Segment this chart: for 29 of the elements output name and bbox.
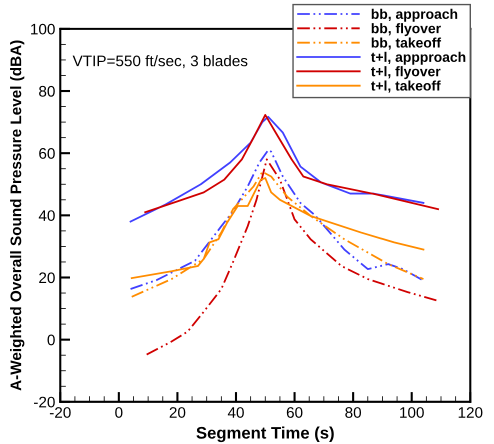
line-series xyxy=(146,158,439,356)
x-tick-label: 0 xyxy=(115,407,122,418)
legend-label: bb, approach xyxy=(372,8,458,22)
y-tick-label: -20 xyxy=(34,396,55,408)
y-tick-label: 60 xyxy=(39,148,55,159)
legend-label: bb, takeoff xyxy=(372,37,442,50)
legend-label: bb, flyover xyxy=(372,23,441,36)
line-series xyxy=(130,170,424,298)
legend-label: t+l, flyover xyxy=(370,66,440,80)
x-tick-label: 80 xyxy=(345,407,362,418)
annotation: VTIP=550 ft/sec, 3 blades xyxy=(72,55,248,68)
legend-label: t+l, takeoff xyxy=(370,80,441,93)
legend-label: t+l, appproach xyxy=(370,52,466,65)
x-tick-label: 100 xyxy=(400,407,424,418)
y-tick-label: 80 xyxy=(39,86,55,97)
x-tick-label: 20 xyxy=(170,407,186,418)
y-tick-label: 40 xyxy=(38,210,55,222)
y-axis-title: A-Weighted Overall Sound Pressure Level (dBA) xyxy=(10,40,24,391)
x-axis-title: Segment Time (s) xyxy=(196,426,334,442)
line-series xyxy=(130,116,424,222)
x-tick-label: 40 xyxy=(228,407,244,418)
line-series xyxy=(144,114,439,214)
y-tick-label: 0 xyxy=(48,334,55,346)
y-tick-label: 100 xyxy=(31,24,55,35)
x-tick-label: -20 xyxy=(50,407,71,418)
line-series xyxy=(130,149,424,290)
y-tick-label: 20 xyxy=(39,272,55,284)
x-tick-label: 60 xyxy=(286,407,302,418)
x-tick-label: 120 xyxy=(458,407,482,418)
